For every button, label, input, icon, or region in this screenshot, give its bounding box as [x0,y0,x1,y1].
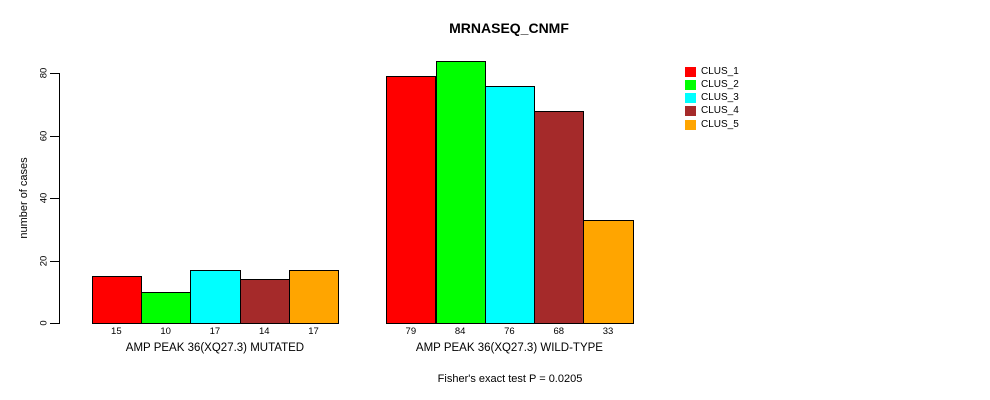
bar-value-label: 33 [602,325,614,337]
y-axis-line [59,73,60,324]
group-label: AMP PEAK 36(XQ27.3) MUTATED [125,342,305,354]
y-tick-label: 40 [38,192,50,204]
legend-label: CLUS_5 [701,118,739,130]
legend-swatch [685,66,696,77]
bar [288,269,340,324]
legend-label: CLUS_2 [701,78,739,90]
chart-title: MRNASEQ_CNMF [449,20,569,36]
y-tick [50,323,59,324]
y-tick-label: 20 [38,255,50,266]
y-tick-label: 0 [38,320,50,326]
bar-value-label: 76 [504,325,515,337]
bar [534,110,585,324]
legend-swatch [685,79,696,90]
legend-item: CLUS_2 [685,78,755,92]
legend-item: CLUS_3 [685,92,755,105]
legend-swatch [685,119,696,130]
y-tick [50,73,59,74]
bar [583,219,634,324]
y-axis-label: number of cases [18,157,30,239]
bar-value-label: 17 [308,325,319,337]
bar [484,85,536,324]
bar-value-label: 17 [209,325,221,337]
bar-value-label: 79 [405,325,417,337]
y-tick [50,135,59,137]
bar-value-label: 68 [553,325,565,337]
bar [435,60,486,324]
legend-item: CLUS_5 [685,118,755,132]
legend-label: CLUS_4 [701,105,739,117]
annotation-text: Fisher's exact test P = 0.0205 [437,373,583,385]
group-label: AMP PEAK 36(XQ27.3) WILD-TYPE [415,342,603,354]
y-tick [50,198,59,199]
bar [386,76,437,324]
bar-value-label: 10 [160,325,171,337]
bar-value-label: 15 [111,325,122,337]
legend-swatch [685,93,696,104]
legend-label: CLUS_3 [701,92,739,104]
bar [239,279,290,324]
bar [141,291,192,324]
legend-item: CLUS_1 [685,65,755,79]
legend-item: CLUS_4 [685,105,755,118]
y-tick [50,260,59,262]
bar [190,269,241,324]
legend-label: CLUS_1 [701,65,739,77]
bar [91,276,142,324]
legend-swatch [685,106,696,117]
bar-value-label: 14 [258,325,270,337]
y-tick-label: 60 [38,130,50,141]
bar-value-label: 84 [454,325,466,337]
y-tick-label: 80 [38,67,50,79]
